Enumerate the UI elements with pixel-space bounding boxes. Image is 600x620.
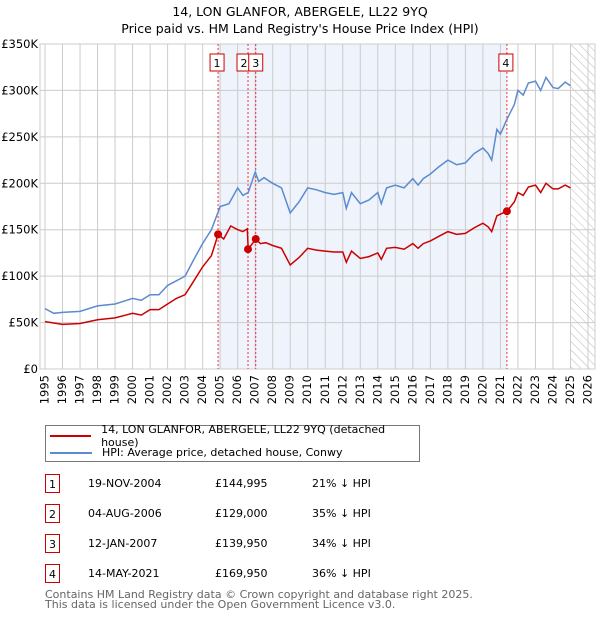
plot-frame: [39, 43, 596, 370]
y-tick-label: £50K: [9, 316, 39, 330]
x-tick-label: 1997: [73, 375, 87, 404]
sale-label-box: [209, 53, 225, 72]
sale-hpi-diff: 21% ↓ HPI: [312, 477, 371, 490]
legend-blue-line: [50, 451, 92, 454]
sale-number: 1: [45, 474, 60, 493]
sale-hpi-diff: 36% ↓ HPI: [312, 567, 371, 580]
sale-row: 4 14-MAY-2021 £169,950 36% ↓ HPI: [45, 564, 465, 584]
legend-label: HPI: Average price, detached house, Conw…: [102, 446, 343, 459]
x-tick-label: 2010: [300, 375, 314, 404]
legend-label: 14, LON GLANFOR, ABERGELE, LL22 9YQ (det…: [101, 422, 386, 449]
x-tick-label: 2017: [423, 375, 437, 404]
x-tick-label: 2012: [335, 375, 349, 404]
sale-price: £144,995: [215, 477, 268, 490]
y-tick-label: £200K: [1, 176, 38, 190]
x-tick-label: 2001: [143, 375, 157, 404]
y-tick-label: £250K: [1, 130, 38, 144]
sale-row: 1 19-NOV-2004 £144,995 21% ↓ HPI: [45, 474, 465, 494]
sale-label: 3: [252, 57, 259, 70]
shaded-region: [218, 44, 507, 369]
sale-number: 3: [45, 534, 60, 553]
x-tick-label: 2024: [545, 375, 559, 404]
y-tick-label: £100K: [1, 269, 38, 283]
x-tick-label: 2016: [405, 375, 419, 404]
chart-title: 14, LON GLANFOR, ABERGELE, LL22 9YQ Pric…: [0, 3, 600, 37]
x-tick-label: 2009: [283, 375, 297, 404]
title: 14, LON GLANFOR, ABERGELE, LL22 9YQ: [172, 4, 428, 19]
x-tick-label: 2004: [195, 375, 209, 404]
x-tick-label: 1996: [55, 375, 69, 404]
legend: 14, LON GLANFOR, ABERGELE, LL22 9YQ (det…: [45, 423, 420, 462]
x-tick-label: 1998: [90, 375, 104, 404]
sale-date: 04-AUG-2006: [88, 507, 162, 520]
y-tick-label: £350K: [1, 37, 38, 51]
hpi-line: [44, 75, 571, 315]
x-tick-label: 2005: [213, 375, 227, 404]
sale-date: 12-JAN-2007: [88, 537, 158, 550]
x-tick-label: 2013: [353, 375, 367, 404]
x-tick-label: 2026: [581, 375, 595, 404]
y-tick-label: £0: [23, 362, 38, 376]
sale-label: 2: [241, 57, 248, 70]
x-tick-label: 2002: [160, 375, 174, 404]
sale-hpi-diff: 35% ↓ HPI: [312, 507, 371, 520]
legend-item-property: 14, LON GLANFOR, ABERGELE, LL22 9YQ (det…: [46, 423, 419, 449]
x-tick-label: 2018: [440, 375, 454, 404]
legend-red-line: [50, 434, 92, 437]
sale-label-box: [248, 53, 264, 72]
y-tick-label: £150K: [1, 223, 38, 237]
y-tick-label: £300K: [1, 83, 38, 97]
subtitle: Price paid vs. HM Land Registry's House …: [121, 21, 479, 36]
legend-item-hpi: HPI: Average price, detached house, Conw…: [46, 444, 343, 461]
sale-row: 3 12-JAN-2007 £139,950 34% ↓ HPI: [45, 534, 465, 554]
x-tick-label: 1995: [38, 375, 52, 404]
footer: Contains HM Land Registry data © Crown c…: [45, 588, 473, 611]
x-tick-label: 2015: [388, 375, 402, 404]
forecast-hatch: [570, 44, 595, 369]
x-tick-label: 2014: [370, 375, 384, 404]
sale-point: [251, 235, 260, 244]
x-tick-label: 1999: [108, 375, 122, 404]
sale-label: 4: [502, 57, 509, 70]
sale-price: £169,950: [215, 567, 268, 580]
x-tick-label: 2000: [125, 375, 139, 404]
x-tick-label: 2019: [458, 375, 472, 404]
x-tick-label: 2011: [318, 375, 332, 404]
sale-number: 2: [45, 504, 60, 523]
sale-hpi-diff: 34% ↓ HPI: [312, 537, 371, 550]
x-tick-label: 2003: [178, 375, 192, 404]
x-tick-label: 2025: [563, 375, 577, 404]
price-chart: 1995 1996 1997 1998 1999 2000 2001 2002 2003 2004…: [1, 37, 596, 404]
x-tick-label: 2006: [230, 375, 244, 404]
footer-line: Contains HM Land Registry data © Crown c…: [45, 588, 473, 601]
x-tick-label: 2022: [510, 375, 524, 404]
sale-point: [214, 230, 223, 239]
sale-label: 1: [214, 57, 221, 70]
sale-point: [502, 207, 511, 216]
sale-price: £129,000: [215, 507, 268, 520]
sale-point: [244, 245, 253, 254]
sale-number: 4: [45, 564, 60, 583]
x-tick-label: 2020: [475, 375, 489, 404]
x-tick-label: 2021: [493, 375, 507, 404]
sale-date: 14-MAY-2021: [88, 567, 160, 580]
x-tick-label: 2007: [248, 375, 262, 404]
footer-line: This data is licensed under the Open Gov…: [45, 598, 396, 611]
x-tick-label: 2008: [265, 375, 279, 404]
sale-label-box: [498, 53, 514, 72]
sale-price: £139,950: [215, 537, 268, 550]
x-tick-label: 2023: [528, 375, 542, 404]
sale-date: 19-NOV-2004: [88, 477, 162, 490]
sale-row: 2 04-AUG-2006 £129,000 35% ↓ HPI: [45, 504, 465, 524]
